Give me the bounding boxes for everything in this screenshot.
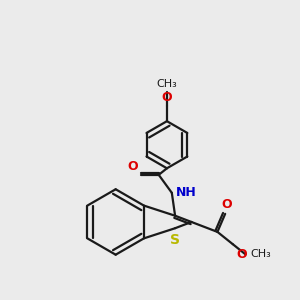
Text: CH₃: CH₃: [250, 249, 271, 260]
Text: NH: NH: [176, 186, 196, 199]
Text: O: O: [237, 248, 247, 261]
Text: O: O: [162, 91, 172, 104]
Text: O: O: [221, 198, 232, 211]
Text: S: S: [170, 233, 180, 247]
Text: CH₃: CH₃: [157, 79, 177, 89]
Text: O: O: [128, 160, 138, 173]
